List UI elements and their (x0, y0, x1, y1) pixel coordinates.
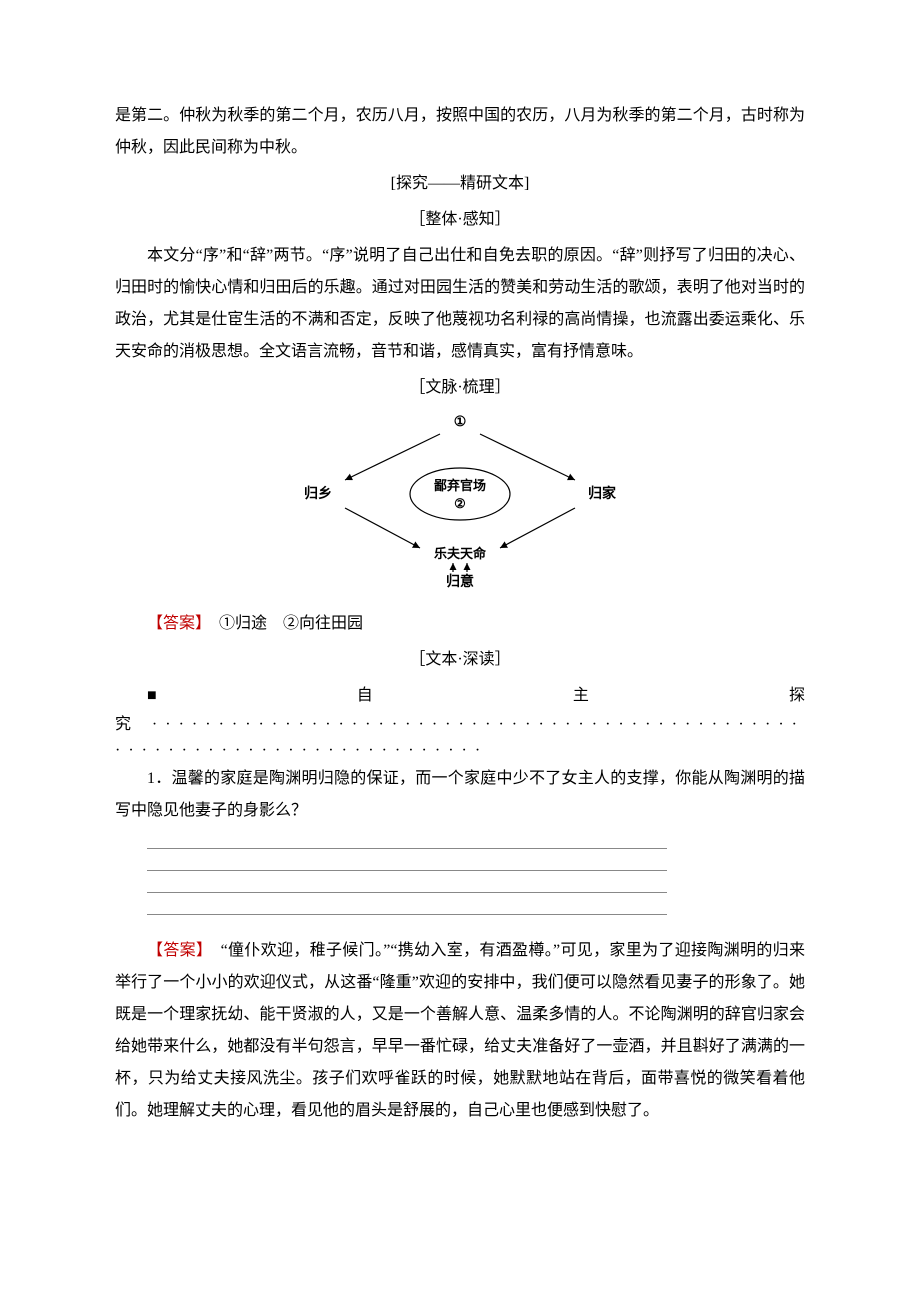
document-page: 是第二。仲秋为秋季的第二个月，农历八月，按照中国的农历，八月为秋季的第二个月，古… (0, 0, 920, 1187)
node-bottom: 归意 (446, 573, 474, 590)
node-top: ① (454, 415, 467, 430)
answer-blank-1 (147, 847, 667, 849)
answer-1-label: 【答案】 (147, 615, 203, 632)
arrow-top-left (345, 434, 440, 480)
node-left: 归乡 (304, 485, 332, 502)
node-center-top: 鄙弃官场 (434, 478, 486, 493)
answer-1-text: ①归途 ②向往田园 (203, 615, 363, 632)
self-inquiry-a: 自 (325, 680, 373, 712)
arrow-top-right (480, 434, 575, 480)
center-ellipse (410, 468, 510, 520)
answer-blank-3 (147, 891, 667, 893)
self-inquiry-marker: ■ (115, 680, 157, 712)
self-inquiry-dots: 究·······································… (115, 712, 805, 763)
section-explore-title: [探究——精研文本] (115, 168, 805, 200)
self-inquiry-tail: 究 (115, 716, 152, 733)
question-1: 1．温馨的家庭是陶渊明归隐的保证，而一个家庭中少不了女主人的支撑，你能从陶渊明的… (115, 763, 805, 827)
continuation-paragraph: 是第二。仲秋为秋季的第二个月，农历八月，按照中国的农历，八月为秋季的第二个月，古… (115, 100, 805, 164)
node-right: 归家 (588, 485, 617, 502)
answer-2: 【答案】 “僮仆欢迎，稚子候门。”“携幼入室，有酒盈樽。”可见，家里为了迎接陶渊… (115, 935, 805, 1127)
self-inquiry-b: 主 (541, 680, 589, 712)
section-context-title: ［文脉·梳理］ (115, 372, 805, 404)
overview-paragraph: 本文分“序”和“辞”两节。“序”说明了自己出仕和自免去职的原因。“辞”则抒写了归… (115, 240, 805, 368)
answer-blank-2 (147, 869, 667, 871)
arrow-right-bottom (500, 508, 575, 548)
section-deep-title: ［文本·深读］ (115, 644, 805, 676)
answer-2-text: “僮仆欢迎，稚子候门。”“携幼入室，有酒盈樽。”可见，家里为了迎接陶渊明的归来举… (115, 942, 805, 1119)
context-diagram: ① 归乡 归家 鄙弃官场 ② 乐夫天命 归意 (115, 410, 805, 602)
self-inquiry-c: 探 (757, 680, 805, 712)
dots-run: ········································… (115, 716, 805, 759)
flowchart-svg: ① 归乡 归家 鄙弃官场 ② 乐夫天命 归意 (290, 410, 630, 590)
answer-2-label: 【答案】 (147, 942, 204, 959)
answer-1: 【答案】 ①归途 ②向往田园 (115, 608, 805, 640)
arrow-left-bottom (345, 508, 420, 548)
section-whole-title: ［整体·感知］ (115, 204, 805, 236)
answer-blank-4 (147, 913, 667, 915)
self-inquiry-row: ■ 自 主 探 (115, 680, 805, 712)
node-bottom-up: 乐夫天命 (434, 546, 487, 561)
node-center-bot: ② (454, 496, 466, 511)
